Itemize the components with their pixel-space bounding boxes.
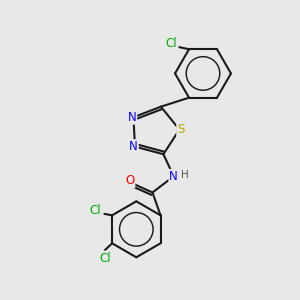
Text: N: N	[169, 170, 178, 183]
Text: S: S	[177, 123, 184, 136]
Text: N: N	[129, 140, 138, 153]
Text: O: O	[125, 174, 134, 187]
Text: Cl: Cl	[166, 37, 177, 50]
Text: H: H	[181, 170, 189, 180]
Text: N: N	[128, 111, 136, 124]
Text: Cl: Cl	[90, 204, 101, 217]
Text: Cl: Cl	[99, 251, 110, 265]
